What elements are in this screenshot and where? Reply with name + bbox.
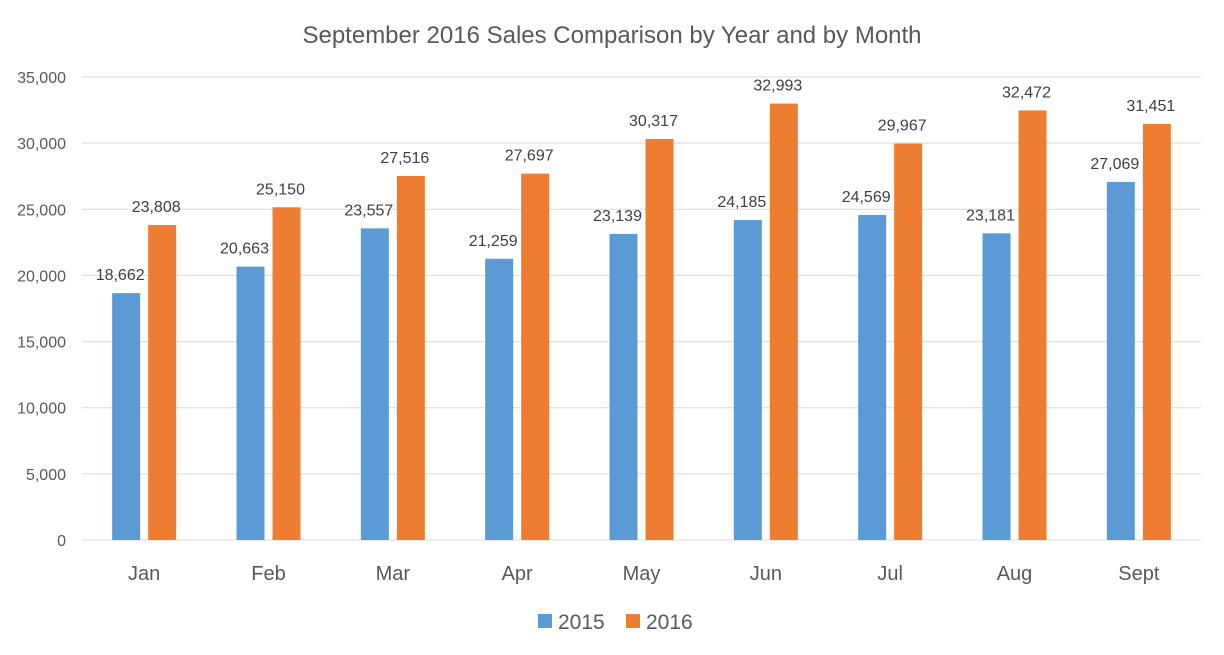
data-label-2015-May: 23,139	[593, 208, 642, 225]
data-label-2015-Jul: 24,569	[842, 189, 891, 206]
bar-2015-Jan	[112, 293, 141, 540]
bar-2016-May	[645, 138, 674, 540]
bar-2015-Sept	[1106, 181, 1135, 540]
y-tick-label: 30,000	[17, 136, 66, 153]
x-category-label: May	[623, 563, 661, 585]
bar-2016-Jun	[769, 103, 798, 540]
data-label-2016-Apr: 27,697	[505, 148, 554, 165]
data-label-2016-Sept: 31,451	[1126, 98, 1175, 115]
data-label-2016-Jan: 23,808	[132, 199, 181, 216]
data-label-2015-Sept: 27,069	[1090, 156, 1139, 173]
bar-2015-May	[609, 233, 638, 540]
bar-2016-Feb	[272, 207, 301, 540]
bar-2015-Aug	[982, 233, 1011, 540]
y-tick-label: 25,000	[17, 202, 66, 219]
x-category-label: Jun	[750, 563, 782, 585]
legend-swatch-2016	[626, 614, 640, 628]
bar-2016-Jan	[148, 225, 177, 540]
y-tick-label: 20,000	[17, 268, 66, 285]
y-tick-label: 5,000	[26, 467, 66, 484]
x-category-label: Sept	[1118, 563, 1160, 585]
legend-label-2015: 2015	[558, 611, 605, 634]
data-label-2015-Mar: 23,557	[344, 202, 393, 219]
data-label-2016-Jun: 32,993	[753, 78, 802, 95]
bar-2016-Aug	[1018, 110, 1047, 540]
data-labels: 18,662 23,808 20,663 25,150 23,557 27,516 21,2…	[96, 78, 1176, 285]
legend-label-2016: 2016	[646, 611, 693, 634]
y-tick-label: 35,000	[17, 70, 66, 87]
data-label-2015-Feb: 20,663	[220, 241, 269, 258]
bars	[112, 103, 1171, 541]
x-axis-category-labels: Jan Feb Mar Apr May Jun Jul Aug Sept	[128, 563, 1160, 585]
bar-2015-Feb	[236, 266, 265, 540]
data-label-2016-Feb: 25,150	[256, 181, 305, 198]
bar-2016-Apr	[521, 173, 550, 540]
data-label-2016-Aug: 32,472	[1002, 84, 1051, 101]
x-category-label: Mar	[376, 563, 411, 585]
data-label-2015-Jun: 24,185	[717, 194, 766, 211]
legend-swatch-2015	[538, 614, 552, 628]
gridlines	[82, 76, 1201, 541]
data-label-2015-Apr: 21,259	[469, 233, 518, 250]
data-label-2016-May: 30,317	[629, 113, 678, 130]
x-category-label: Jul	[877, 563, 903, 585]
bar-2015-Mar	[360, 228, 389, 540]
bar-2016-Mar	[396, 176, 425, 540]
bar-2015-Apr	[485, 258, 514, 540]
y-axis-tick-labels: 0 5,000 10,000 15,000 20,000 25,000 30,000 35,0…	[17, 70, 66, 550]
bar-2016-Sept	[1142, 123, 1171, 541]
data-label-2015-Jan: 18,662	[96, 267, 145, 284]
data-label-2016-Jul: 29,967	[878, 118, 927, 135]
x-category-label: Aug	[997, 563, 1033, 585]
bar-2016-Jul	[894, 143, 923, 540]
x-category-label: Apr	[502, 563, 533, 585]
y-tick-label: 10,000	[17, 401, 66, 418]
y-tick-label: 15,000	[17, 335, 66, 352]
x-category-label: Feb	[251, 563, 285, 585]
chart-title: September 2016 Sales Comparison by Year …	[302, 22, 921, 49]
legend: 2015 2016	[538, 611, 693, 634]
data-label-2016-Mar: 27,516	[380, 150, 429, 167]
data-label-2015-Aug: 23,181	[966, 207, 1015, 224]
y-tick-label: 0	[57, 533, 66, 550]
bar-2015-Jun	[733, 220, 762, 540]
x-category-label: Jan	[128, 563, 160, 585]
bar-2015-Jul	[858, 214, 887, 540]
